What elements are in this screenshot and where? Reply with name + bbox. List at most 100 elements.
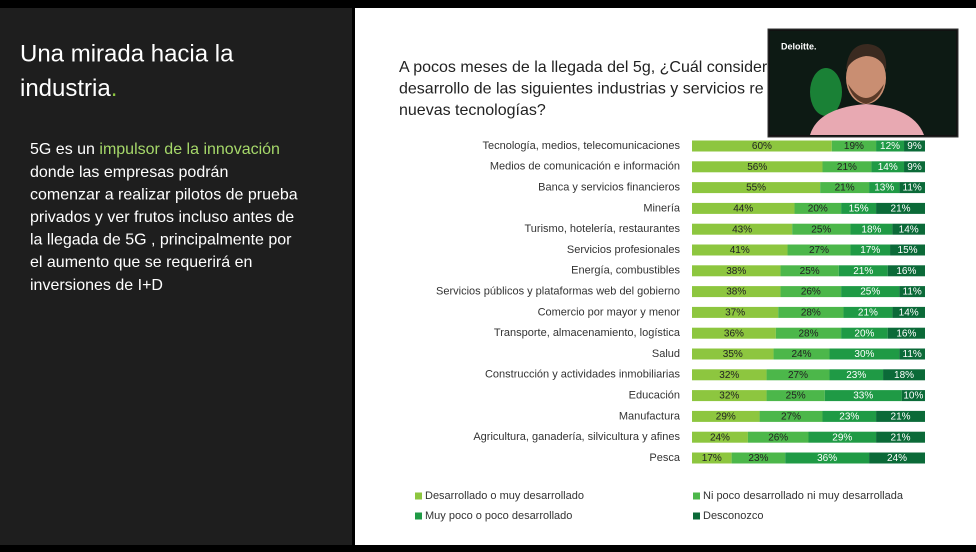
bar-segment — [822, 161, 872, 173]
category-label: Agricultura, ganadería, silvicultura y a… — [473, 431, 680, 443]
bar-segment — [883, 369, 925, 381]
bar-segment — [773, 348, 830, 360]
category-label: Turismo, hotelería, restaurantes — [525, 223, 681, 235]
bar-segment — [766, 390, 825, 402]
bar-segment — [692, 223, 793, 235]
value-label: 23% — [748, 453, 768, 464]
bar-segment — [892, 306, 925, 318]
bar-segment — [887, 327, 925, 339]
category-label: Servicios profesionales — [567, 244, 681, 256]
bar-segment — [904, 161, 925, 173]
bar-segment — [808, 431, 877, 443]
category-label: Banca y servicios financieros — [538, 182, 680, 194]
bar-segment — [899, 182, 925, 194]
legend-swatch — [415, 512, 422, 520]
webcam: Deloitte. — [767, 28, 959, 138]
legend-swatch — [415, 492, 422, 500]
bar-segment — [892, 223, 925, 235]
bar-segment — [876, 140, 905, 152]
value-label: 25% — [811, 224, 831, 235]
value-label: 16% — [896, 328, 916, 339]
value-label: 14% — [878, 162, 898, 173]
category-label: Comercio por mayor y menor — [538, 306, 681, 318]
category-label: Educación — [629, 390, 680, 402]
value-label: 23% — [846, 370, 866, 381]
bar-segment — [876, 410, 925, 422]
value-label: 20% — [808, 204, 828, 215]
value-label: 56% — [747, 162, 767, 173]
value-label: 30% — [854, 349, 874, 360]
value-label: 26% — [768, 432, 788, 443]
value-label: 18% — [894, 370, 914, 381]
bar-segment — [838, 265, 888, 277]
bar-segment — [871, 161, 905, 173]
category-label: Tecnología, medios, telecomunicaciones — [482, 140, 680, 152]
legend-swatch — [693, 512, 700, 520]
bar-segment — [692, 410, 760, 422]
body-line: donde las empresas podrán — [30, 164, 228, 181]
category-label: Medios de comunicación e información — [490, 161, 680, 173]
value-label: 37% — [725, 308, 745, 319]
value-label: 21% — [891, 432, 911, 443]
value-label: 16% — [896, 266, 916, 277]
bar-segment — [692, 390, 767, 402]
bar-segment — [869, 182, 900, 194]
bar-segment — [766, 369, 830, 381]
bar-segment — [841, 202, 877, 214]
value-label: 14% — [899, 308, 919, 319]
value-label: 21% — [891, 204, 911, 215]
bar-segment — [775, 327, 842, 339]
category-label: Salud — [652, 348, 680, 360]
value-label: 14% — [899, 224, 919, 235]
value-label: 25% — [800, 266, 820, 277]
value-label: 17% — [860, 245, 880, 256]
value-label: 27% — [788, 370, 808, 381]
value-label: 38% — [726, 287, 746, 298]
bar-segment — [792, 223, 851, 235]
bar-segment — [692, 244, 788, 256]
bar-segment — [692, 369, 767, 381]
heading: Una mirada hacia la — [20, 40, 234, 67]
body-line: inversiones de I+D — [30, 277, 163, 294]
bar-segment — [890, 244, 925, 256]
category-label: Servicios públicos y plataformas web del… — [436, 286, 680, 298]
value-label: 21% — [853, 266, 873, 277]
webcam-logo: Deloitte. — [781, 41, 817, 51]
value-label: 36% — [817, 453, 837, 464]
bar-segment — [887, 265, 925, 277]
body-prefix: 5G es un — [30, 141, 95, 158]
bar-segment — [780, 286, 842, 298]
value-label: 9% — [907, 141, 922, 152]
value-label: 29% — [716, 412, 736, 423]
value-label: 12% — [880, 141, 900, 152]
value-label: 11% — [903, 183, 922, 194]
legend-label: Ni poco desarrollado ni muy desarrollada — [703, 490, 904, 502]
chart-title-line: A pocos meses de la llegada del 5g, ¿Cuá… — [399, 59, 768, 76]
bar-segment — [831, 140, 877, 152]
person-hair — [846, 44, 887, 70]
heading-dot: . — [111, 75, 118, 102]
body-line: el aumento que se requerirá en — [30, 254, 252, 271]
bar-segment — [899, 348, 925, 360]
value-label: 9% — [907, 162, 922, 173]
bar-segment — [820, 182, 870, 194]
value-label: 10% — [903, 391, 923, 402]
body-line: privados y ver frutos incluso antes de — [30, 209, 294, 226]
value-label: 25% — [786, 391, 806, 402]
bar-segment — [785, 452, 870, 464]
bar-segment — [822, 410, 877, 422]
category-label: Energía, combustibles — [571, 265, 680, 277]
bar-segment — [731, 452, 786, 464]
category-label: Minería — [643, 202, 681, 214]
left-panel — [0, 8, 352, 545]
bar-segment — [692, 286, 781, 298]
bar-segment — [876, 431, 925, 443]
bar-segment — [692, 348, 774, 360]
body-line: comenzar a realizar pilotos de prueba — [30, 186, 298, 203]
value-label: 35% — [723, 349, 743, 360]
value-label: 21% — [891, 412, 911, 423]
bar-segment — [850, 223, 893, 235]
bar-segment — [692, 265, 781, 277]
value-label: 15% — [898, 245, 918, 256]
